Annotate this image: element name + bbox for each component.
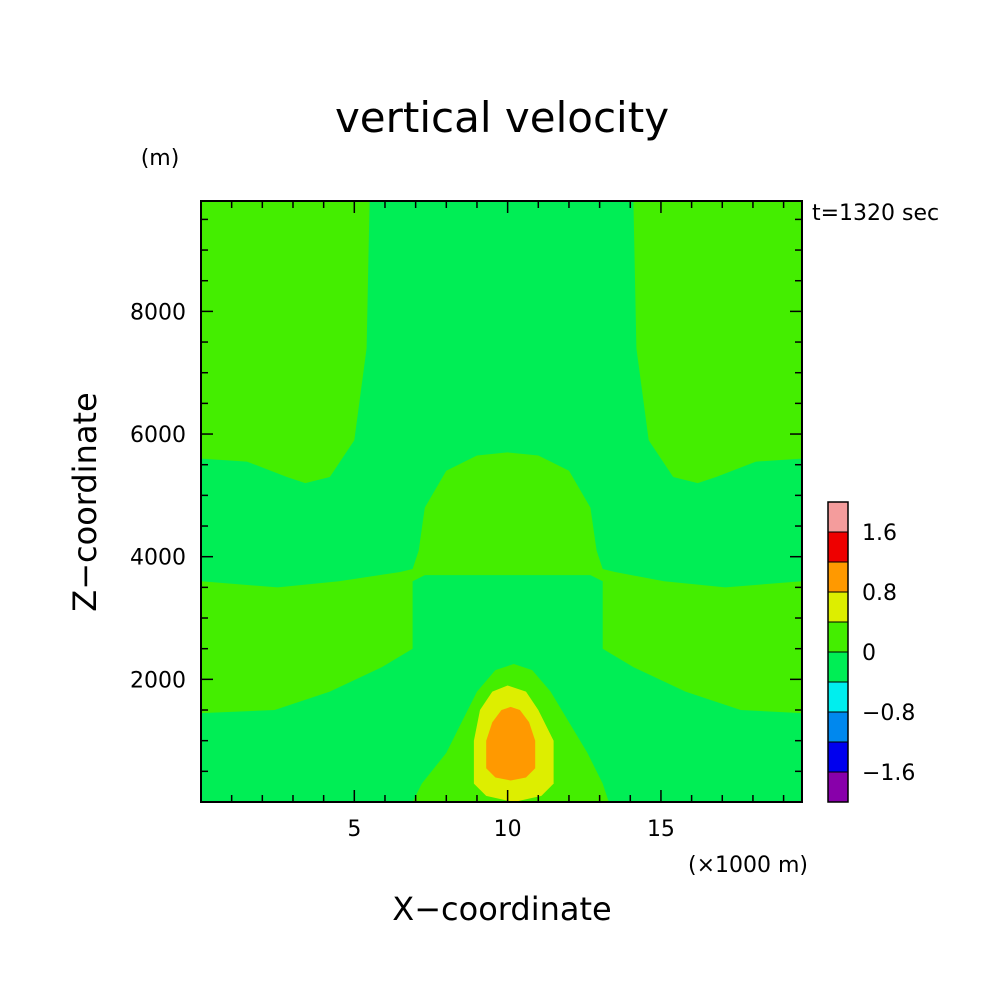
time-label: t=1320 sec — [812, 201, 939, 226]
x-unit-label: (×1000 m) — [688, 853, 808, 878]
colorbar-segment — [827, 651, 849, 683]
colorbar-segment — [827, 741, 849, 773]
x-axis-label: X−coordinate — [392, 890, 611, 928]
contour-region-1 — [633, 201, 802, 484]
y-tick-label: 2000 — [130, 668, 186, 693]
colorbar-segment — [827, 501, 849, 533]
colorbar-label: −0.8 — [862, 701, 915, 726]
colorbar-segment — [827, 771, 849, 803]
plot-frame — [200, 200, 803, 803]
colorbar-label: −1.6 — [862, 761, 915, 786]
x-tick-label: 5 — [347, 817, 361, 842]
colorbar-segment — [827, 561, 849, 593]
y-tick-label: 4000 — [130, 546, 186, 571]
colorbar-segment — [827, 711, 849, 743]
colorbar-segment — [827, 621, 849, 653]
chart-title: vertical velocity — [335, 93, 669, 142]
colorbar: −1.6 −0.8 0 0.8 1.6 — [827, 501, 915, 803]
colorbar-segment — [827, 531, 849, 563]
x-tick-label: 10 — [494, 817, 522, 842]
colorbar-segment — [827, 681, 849, 713]
x-axis: 5 10 15 — [230, 201, 785, 842]
y-unit-label: (m) — [141, 146, 180, 171]
contour-region-0 — [201, 201, 370, 484]
colorbar-frame — [827, 501, 849, 803]
y-tick-label: 6000 — [130, 423, 186, 448]
y-axis: 2000 4000 6000 8000 — [130, 218, 802, 773]
y-tick-label: 8000 — [130, 300, 186, 325]
plot-area — [200, 200, 803, 803]
x-tick-label: 15 — [647, 817, 675, 842]
colorbar-segment — [827, 591, 849, 623]
contour-region-2 — [201, 452, 802, 714]
y-axis-label: Z−coordinate — [66, 392, 104, 611]
colorbar-label: 0 — [862, 641, 876, 666]
colorbar-label: 0.8 — [862, 581, 897, 606]
colorbar-label: 1.6 — [862, 521, 897, 546]
contour-region-5 — [486, 706, 536, 781]
